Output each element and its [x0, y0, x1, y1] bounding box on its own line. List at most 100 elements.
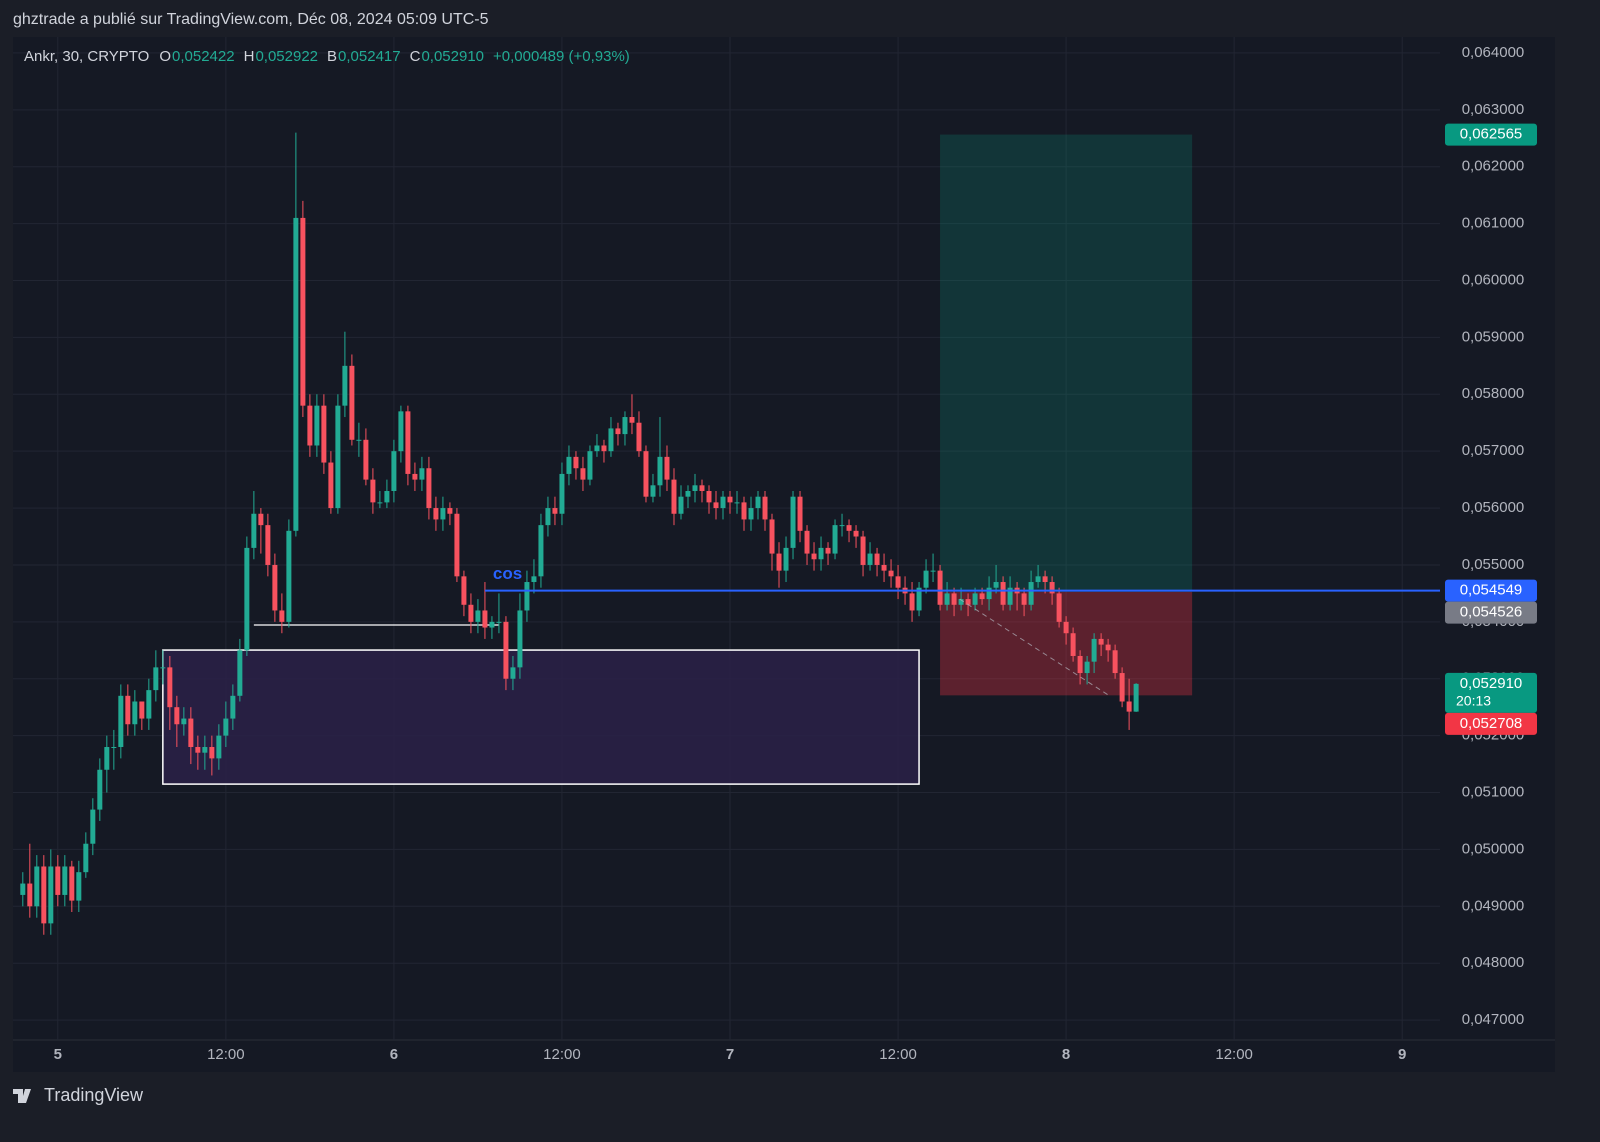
x-tick-label: 12:00 [543, 1046, 581, 1063]
candle-body [524, 582, 530, 611]
y-tick-label: 0,047000 [1462, 1011, 1525, 1028]
candle-body [846, 525, 852, 531]
candle-body [937, 570, 943, 605]
candle-body [510, 667, 516, 679]
candle-body [363, 439, 369, 480]
candle-body [552, 508, 558, 514]
candle-body [657, 456, 663, 486]
candle-body [356, 439, 362, 441]
candle-body [615, 428, 621, 435]
candle-body [1000, 582, 1006, 605]
candle-body [748, 508, 754, 520]
candle-body [230, 695, 236, 719]
y-tick-label: 0,063000 [1462, 101, 1525, 118]
candle-body [769, 519, 775, 554]
candle-body [167, 667, 173, 708]
candle-body [342, 365, 348, 406]
candle-body [503, 621, 509, 679]
candle-body [293, 217, 299, 531]
projection-path [959, 598, 1110, 697]
status-key: O [159, 48, 171, 65]
candle-body [251, 513, 257, 548]
candle-body [545, 508, 551, 526]
candle-body [916, 587, 922, 611]
status-value: 0,052422 [172, 48, 235, 65]
candle-body [188, 718, 194, 748]
y-tick-label: 0,060000 [1462, 271, 1525, 288]
candle-body [762, 496, 768, 520]
candle-body [790, 496, 796, 548]
candle-body [461, 576, 467, 605]
candle-body [41, 866, 47, 924]
brand: TradingView [44, 1085, 144, 1105]
x-tick-label: 6 [390, 1046, 398, 1063]
bos-label: cos [493, 564, 522, 583]
candle-body [1077, 655, 1083, 674]
candle-body [1063, 621, 1069, 634]
candle-body [734, 502, 740, 504]
candle-body [1091, 638, 1097, 662]
y-tick-label: 0,050000 [1462, 840, 1525, 857]
candle-body [286, 530, 292, 622]
candle-body [76, 872, 82, 901]
candle-body [832, 525, 838, 554]
candle-body [384, 490, 390, 503]
candle-body [685, 490, 691, 497]
candle-body [860, 536, 866, 565]
y-tick-label: 0,061000 [1462, 215, 1525, 232]
candle-body [664, 456, 670, 480]
y-tick-label: 0,064000 [1462, 44, 1525, 61]
candle-body [195, 747, 201, 753]
candle-body [489, 621, 495, 628]
price-badge [1445, 123, 1537, 146]
candle-body [713, 502, 719, 509]
status-value: 0,052910 [421, 48, 484, 65]
symbol: Ankr, 30, CRYPTO [24, 48, 149, 65]
candle-body [986, 587, 992, 600]
candle-body [1070, 633, 1076, 656]
candle-body [979, 593, 985, 600]
candle-body [1021, 593, 1027, 605]
status-key: C [410, 48, 421, 65]
candle-body [783, 547, 789, 571]
candle-body [34, 866, 40, 907]
candle-body [993, 582, 999, 588]
candle-body [314, 405, 320, 446]
candle-body [776, 553, 782, 571]
candle-body [958, 599, 964, 605]
candle-body [867, 553, 873, 565]
candle-body [209, 747, 215, 759]
candle-body [307, 405, 313, 446]
candle-body [965, 599, 971, 605]
candle-body [223, 718, 229, 736]
candle-body [888, 570, 894, 577]
candle-body [853, 530, 859, 537]
y-tick-label: 0,055000 [1462, 556, 1525, 573]
status-value: 0,052417 [338, 48, 401, 65]
y-tick-label: 0,062000 [1462, 158, 1525, 175]
plot-area [20, 132, 1440, 935]
price-badge-label: 0,052708 [1460, 715, 1523, 732]
candle-body [1049, 582, 1055, 594]
candle-body [48, 866, 54, 924]
candle-body [643, 451, 649, 497]
candles [20, 132, 1139, 935]
candle-body [335, 405, 341, 509]
candle-body [419, 468, 425, 480]
status-change: +0,000489 (+0,93%) [493, 48, 630, 65]
x-tick-label: 12:00 [879, 1046, 917, 1063]
candle-body [1028, 582, 1034, 605]
candle-body [874, 553, 880, 565]
candle-body [349, 365, 355, 440]
candle-body [454, 513, 460, 577]
footer-logo: TradingView [13, 1085, 144, 1105]
candle-body [391, 451, 397, 491]
y-tick-label: 0,048000 [1462, 954, 1525, 971]
candle-body [755, 496, 761, 509]
candle-body [944, 593, 950, 605]
candle-body [601, 445, 607, 452]
candle-body [104, 747, 110, 770]
candle-body [69, 866, 75, 901]
y-tick-label: 0,056000 [1462, 499, 1525, 516]
candle-body [174, 707, 180, 725]
